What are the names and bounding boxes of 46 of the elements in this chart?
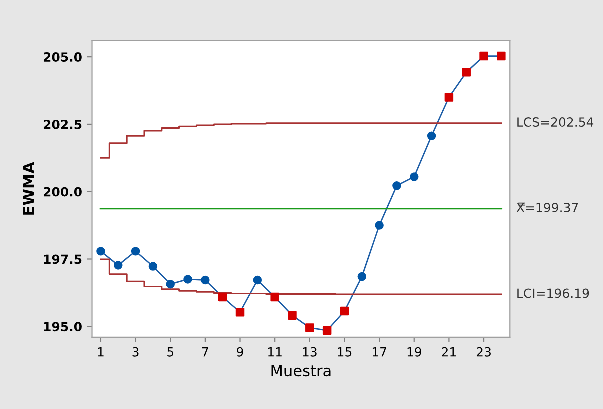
y-tick-label: 205.0 <box>44 52 82 62</box>
point <box>96 247 106 256</box>
x-tick-label: 7 <box>202 348 208 357</box>
x-tick-label: 23 <box>476 347 491 357</box>
point <box>253 276 262 285</box>
point <box>427 132 436 140</box>
x-tick-label: 5 <box>168 348 174 357</box>
point <box>392 182 402 190</box>
point <box>218 292 228 302</box>
point <box>375 221 384 230</box>
x-tick-label: 13 <box>303 347 317 357</box>
point <box>236 308 245 317</box>
point <box>166 280 175 289</box>
point <box>184 275 192 284</box>
series-label: LCS=202.54 <box>518 118 594 128</box>
point <box>306 324 314 332</box>
x-tick-label: 17 <box>372 348 386 357</box>
point <box>340 306 350 316</box>
y-tick-label: 202.5 <box>44 120 82 130</box>
point <box>444 93 454 102</box>
x-tick-label: 1 <box>98 348 104 357</box>
x-tick-label: 9 <box>237 347 244 357</box>
y-tick-label: 197.5 <box>44 254 82 264</box>
point <box>480 52 488 61</box>
y-tick-label: 195.0 <box>44 322 82 332</box>
point <box>358 272 367 282</box>
y-tick-label: 200.0 <box>44 187 82 197</box>
ref-line-label: X̿=199.37 <box>516 202 578 212</box>
x-axis-title: Muestra <box>272 365 331 377</box>
x-tick-label: 19 <box>408 347 422 357</box>
y-axis-title: EWMA <box>23 162 34 215</box>
point <box>201 276 210 285</box>
x-tick-label: 15 <box>338 348 352 357</box>
point <box>322 326 332 336</box>
point <box>410 172 419 182</box>
point <box>114 261 123 270</box>
x-tick-label: 11 <box>268 348 282 357</box>
point <box>131 247 140 256</box>
point <box>270 292 280 302</box>
x-tick-label: 3 <box>132 347 139 357</box>
point <box>497 52 506 61</box>
series-label: LCI=196.19 <box>518 288 590 298</box>
point <box>148 262 158 271</box>
x-tick-label: 21 <box>442 347 456 357</box>
point <box>288 311 297 320</box>
point <box>462 68 471 77</box>
